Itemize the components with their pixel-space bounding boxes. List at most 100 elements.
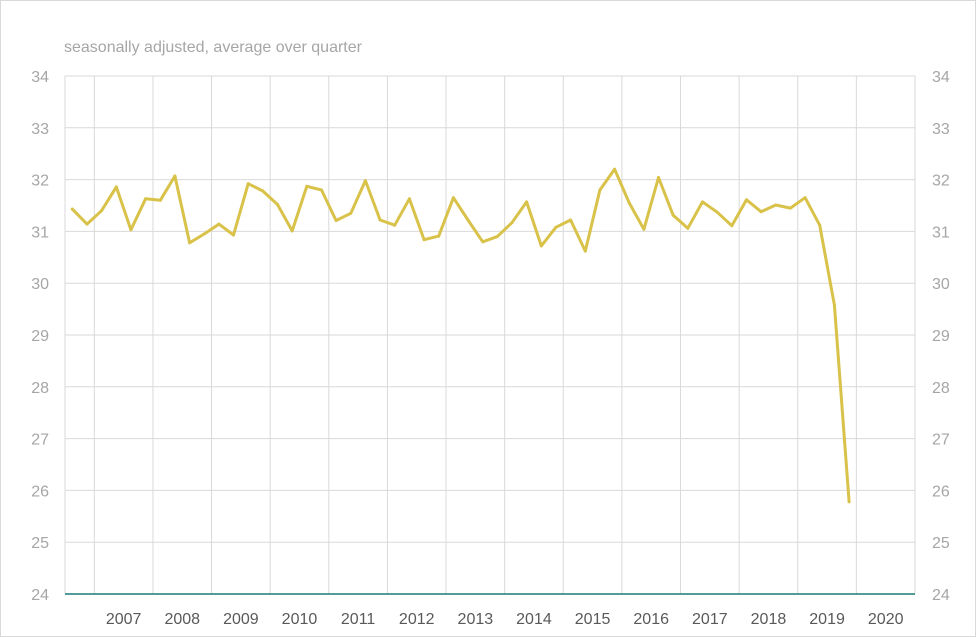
x-tick-label: 2014 [516, 611, 552, 628]
left-y-axis-tick-labels: 24 25 26 27 28 29 30 31 32 33 34 [31, 69, 49, 604]
left-y-tick-label: 33 [31, 121, 49, 138]
data-point [569, 218, 573, 222]
left-y-tick-label: 24 [31, 587, 49, 604]
left-y-tick-label: 29 [31, 328, 49, 345]
data-point [788, 206, 792, 210]
data-point [114, 185, 118, 189]
x-axis-tick-labels: 2007 2008 2009 2010 2011 2012 2013 2014 2015 2016… [106, 611, 904, 628]
data-point [466, 218, 470, 222]
right-y-tick-label: 32 [932, 173, 950, 190]
data-point [261, 189, 265, 193]
right-y-tick-label: 28 [932, 380, 950, 397]
data-point [539, 244, 543, 248]
data-point [495, 235, 499, 239]
left-y-tick-label: 27 [31, 432, 49, 449]
data-point [100, 209, 104, 213]
left-y-tick-label: 31 [31, 224, 49, 241]
data-point [759, 210, 763, 214]
data-point [525, 200, 529, 204]
x-tick-label: 2012 [399, 611, 435, 628]
left-y-tick-label: 30 [31, 276, 49, 293]
series-line [70, 167, 851, 504]
data-point [202, 232, 206, 236]
data-point [657, 176, 660, 179]
left-y-tick-label: 25 [31, 535, 49, 552]
right-y-tick-label: 26 [932, 483, 950, 500]
data-point [437, 234, 441, 238]
x-tick-label: 2010 [282, 611, 318, 628]
x-tick-label: 2020 [868, 611, 904, 628]
series-layer [70, 167, 851, 504]
data-point [188, 241, 192, 245]
data-point [276, 203, 279, 206]
data-point [745, 198, 748, 202]
data-point [173, 174, 177, 178]
data-point [832, 303, 836, 307]
data-point [217, 222, 221, 226]
right-y-tick-label: 24 [932, 587, 950, 604]
data-point [554, 225, 558, 229]
right-y-tick-label: 27 [932, 432, 950, 449]
x-tick-label: 2018 [751, 611, 787, 628]
data-point [158, 198, 162, 202]
data-point [378, 218, 382, 222]
x-tick-label: 2007 [106, 611, 142, 628]
data-point [363, 179, 367, 183]
data-point [422, 238, 426, 242]
data-point [583, 249, 587, 253]
right-y-tick-label: 29 [932, 328, 950, 345]
data-point [613, 167, 617, 171]
left-y-tick-label: 26 [31, 483, 49, 500]
data-point [407, 197, 411, 201]
data-point [246, 182, 250, 186]
right-y-axis-tick-labels: 24 25 26 27 28 29 30 31 32 33 34 [932, 69, 950, 604]
plot-area-border [64, 75, 916, 594]
chart-subtitle: seasonally adjusted, average over quarte… [64, 39, 363, 56]
data-point [232, 233, 235, 237]
data-point [129, 228, 133, 232]
data-point [627, 201, 631, 205]
data-point [671, 213, 675, 217]
right-y-tick-label: 33 [932, 121, 950, 138]
data-point [847, 500, 851, 504]
data-point [686, 226, 690, 230]
left-y-tick-label: 28 [31, 380, 49, 397]
data-point [144, 197, 148, 201]
x-tick-label: 2016 [633, 611, 669, 628]
data-point [70, 207, 74, 211]
data-point [598, 188, 602, 192]
x-tick-label: 2008 [164, 611, 200, 628]
data-point [803, 196, 807, 200]
data-point [349, 211, 353, 215]
data-point [818, 223, 822, 227]
data-point [774, 203, 778, 207]
data-point [85, 222, 89, 226]
data-point [481, 240, 485, 244]
data-point [290, 229, 294, 233]
left-y-tick-label: 34 [31, 69, 49, 86]
right-y-tick-label: 34 [932, 69, 950, 86]
data-point [701, 200, 704, 204]
data-point [642, 227, 646, 231]
right-y-tick-label: 31 [932, 224, 950, 241]
right-y-tick-label: 25 [932, 535, 950, 552]
data-point [730, 224, 734, 228]
data-point [334, 219, 338, 222]
x-tick-label: 2013 [458, 611, 494, 628]
x-tick-label: 2015 [575, 611, 611, 628]
left-y-tick-label: 32 [31, 173, 49, 190]
x-tick-label: 2009 [223, 611, 259, 628]
x-tick-label: 2011 [341, 611, 376, 628]
x-tick-label: 2017 [692, 611, 728, 628]
data-point [451, 196, 455, 200]
data-point [393, 223, 397, 227]
data-point [510, 221, 514, 225]
data-point [305, 184, 309, 188]
data-point [715, 210, 719, 214]
data-point [320, 188, 323, 192]
x-tick-label: 2019 [809, 611, 845, 628]
right-y-tick-label: 30 [932, 276, 950, 293]
